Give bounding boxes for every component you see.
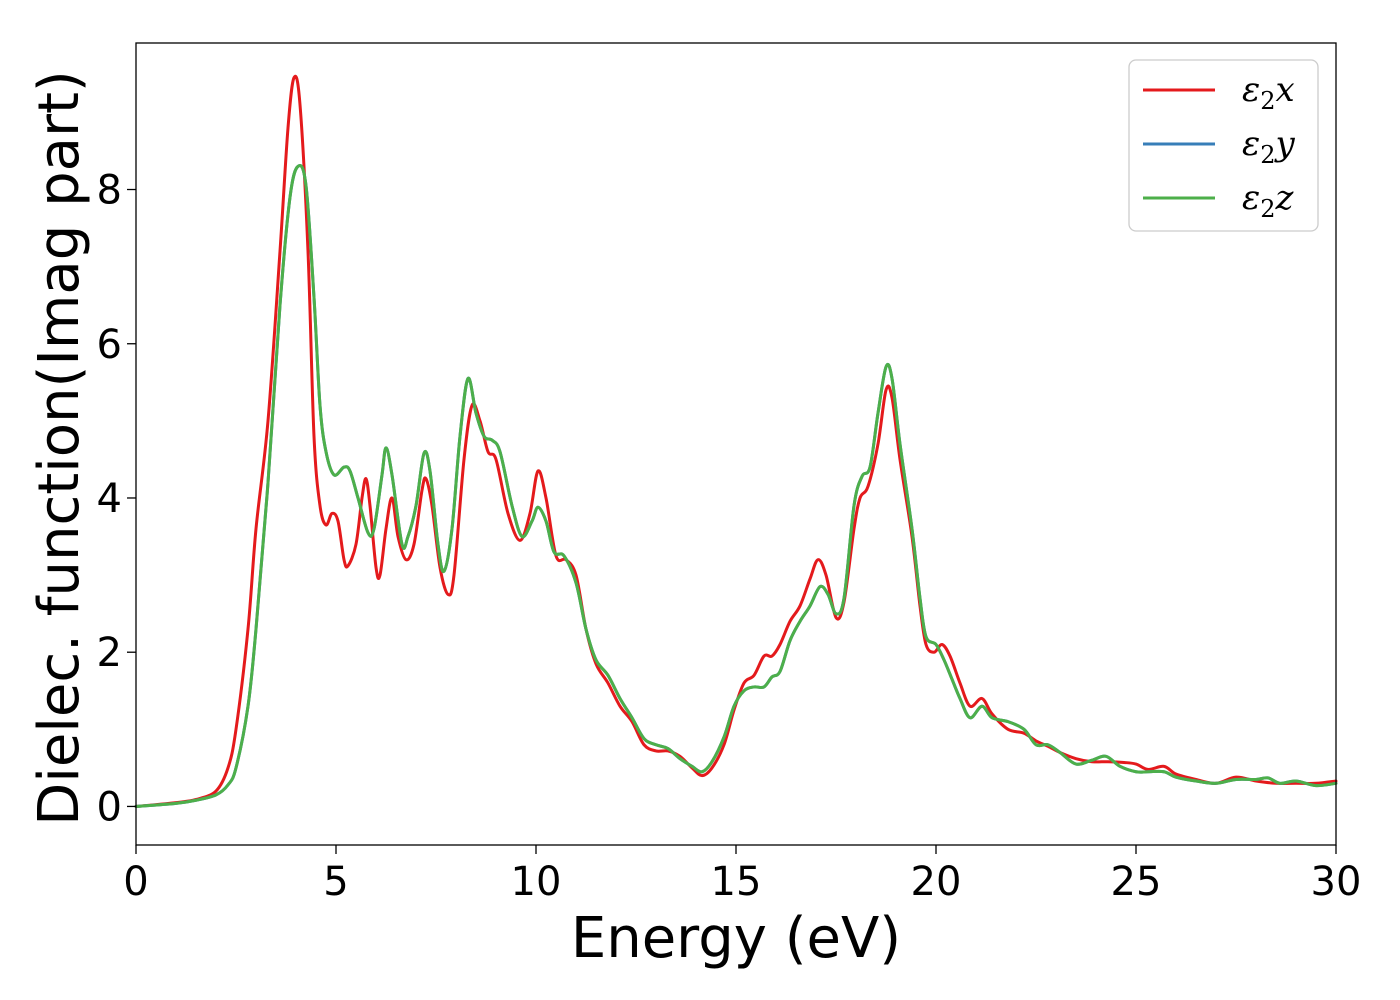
x-tick-label: 25 (1111, 859, 1162, 905)
series-line-1 (134, 74, 1338, 808)
series-line-3 (134, 164, 1338, 808)
x-tick-label: 20 (911, 859, 962, 905)
x-tick-label: 15 (711, 859, 762, 905)
x-tick-label: 30 (1311, 859, 1362, 905)
legend: ε2x ε2y ε2z (1128, 59, 1319, 232)
y-axis-label: Dielec. function(Imag part) (27, 70, 92, 826)
x-axis: 0 5 10 15 20 25 30 (123, 845, 1361, 905)
x-tick-label: 10 (511, 859, 562, 905)
legend-label: ε2x (1242, 70, 1295, 115)
series-layer (134, 74, 1338, 808)
y-axis: 0 2 4 6 8 (97, 168, 136, 830)
y-tick-label: 0 (97, 784, 122, 830)
x-tick-label: 0 (123, 859, 148, 905)
y-tick-label: 4 (97, 476, 122, 522)
legend-label: ε2y (1242, 124, 1296, 169)
y-tick-label: 8 (97, 168, 122, 214)
legend-box (1128, 59, 1319, 232)
legend-label: ε2z (1242, 178, 1295, 223)
x-tick-label: 5 (323, 859, 348, 905)
y-tick-label: 2 (97, 630, 122, 676)
x-axis-label: Energy (eV) (571, 906, 901, 971)
y-tick-label: 6 (97, 322, 122, 368)
